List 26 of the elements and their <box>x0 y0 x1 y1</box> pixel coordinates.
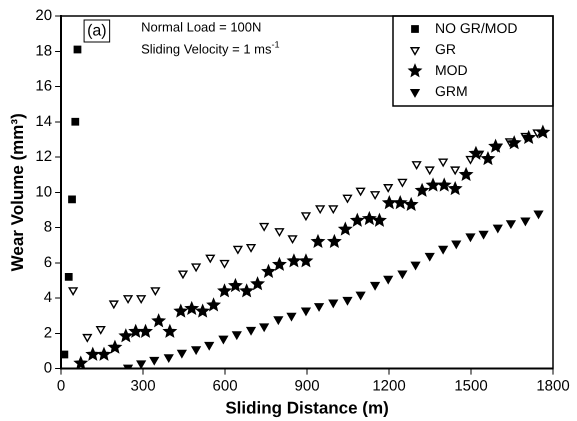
annotation: (a) <box>87 22 107 40</box>
y-tick-label: 2 <box>44 324 52 342</box>
x-tick-label: 900 <box>294 378 320 395</box>
legend-label: GR <box>435 40 456 57</box>
legend-label: GRM <box>435 82 468 99</box>
y-tick-label: 0 <box>44 360 52 377</box>
y-tick-label: 18 <box>35 42 52 60</box>
x-tick-label: 300 <box>130 378 156 395</box>
x-tick-label: 1200 <box>372 378 406 395</box>
y-axis-title: Wear Volume (mm³) <box>8 113 27 272</box>
y-tick-label: 6 <box>44 254 52 271</box>
y-tick-label: 20 <box>35 7 52 24</box>
x-tick-label: 1800 <box>536 378 570 395</box>
legend-label: NO GR/MOD <box>435 20 518 36</box>
y-tick-label: 10 <box>35 183 52 200</box>
x-axis-title: Sliding Distance (m) <box>225 398 389 418</box>
y-tick-label: 14 <box>35 112 52 130</box>
legend-label: MOD <box>435 62 468 78</box>
x-tick-label: 1500 <box>454 378 488 395</box>
x-tick-label: 600 <box>212 378 238 395</box>
annotation: Normal Load = 100N <box>141 20 262 35</box>
y-tick-label: 4 <box>44 289 52 306</box>
y-tick-label: 8 <box>44 218 52 236</box>
y-tick-label: 16 <box>35 78 52 95</box>
y-tick-label: 12 <box>35 148 52 166</box>
x-tick-label: 0 <box>56 378 66 395</box>
